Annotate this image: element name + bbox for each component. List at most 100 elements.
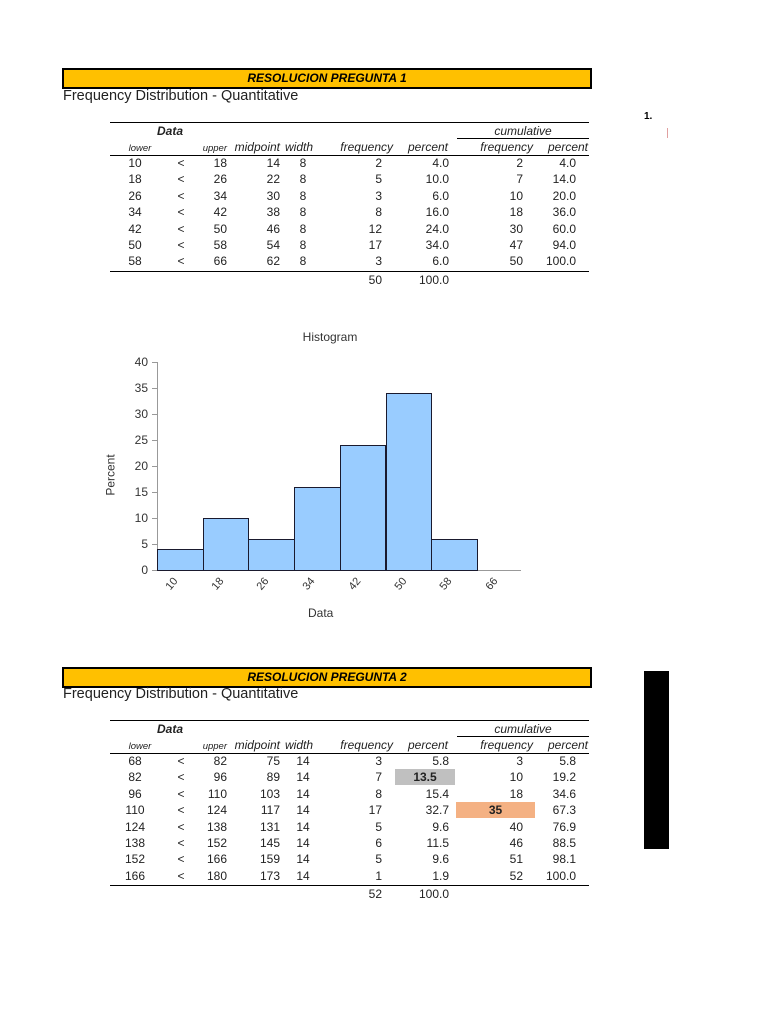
- cell-cum-frequency: 52: [509, 868, 523, 883]
- cell-cum-frequency: 3: [516, 754, 523, 768]
- y-tick: [152, 414, 157, 415]
- cell-percent: 10.0: [425, 172, 449, 187]
- y-tick: [152, 570, 157, 571]
- cell-cum-percent: 14.0: [552, 172, 576, 187]
- cell-upper: 110: [207, 786, 227, 801]
- cell-upper: 18: [213, 156, 227, 170]
- section-2-subtitle: Frequency Distribution - Quantitative: [63, 686, 299, 702]
- cell-cum-frequency: 35: [456, 802, 535, 819]
- column-header-midpoint: midpoint: [234, 738, 280, 752]
- column-header-frequency: frequency: [340, 140, 393, 154]
- cell-width: 8: [299, 221, 307, 236]
- column-header-cum-frequency: frequency: [480, 140, 533, 154]
- cell-cum-percent: 67.3: [552, 803, 576, 818]
- cell-upper: 96: [213, 770, 227, 785]
- column-header-cum-frequency: frequency: [480, 738, 533, 752]
- cumulative-rule: [457, 138, 589, 139]
- table-top-rule: [110, 720, 589, 721]
- cell-width: 8: [299, 188, 307, 203]
- histogram-bar: [294, 486, 341, 571]
- cell-width: 14: [296, 868, 310, 883]
- cell-upper: 42: [213, 205, 227, 220]
- cell-percent: 6.0: [432, 254, 449, 269]
- section-1-banner: RESOLUCION PREGUNTA 1: [62, 68, 592, 89]
- x-tick-label: 18: [209, 575, 227, 593]
- section-1-subtitle: Frequency Distribution - Quantitative: [63, 88, 299, 104]
- y-tick-label: 25: [134, 433, 148, 447]
- table-bottom-rule: [110, 885, 589, 887]
- cell-midpoint: 103: [259, 786, 280, 801]
- cell-lower: 152: [124, 852, 146, 867]
- column-header-upper: upper: [202, 143, 227, 154]
- cell-width: 14: [296, 836, 310, 850]
- x-tick-label: 58: [437, 575, 455, 593]
- cell-frequency: 1: [375, 868, 382, 883]
- cell-percent: 32.7: [425, 803, 449, 818]
- cell-lower: 34: [128, 205, 142, 220]
- cell-upper: 34: [213, 188, 227, 203]
- cell-percent: 11.5: [426, 836, 449, 850]
- cell-lower: 138: [124, 836, 146, 850]
- y-tick: [152, 544, 157, 545]
- y-tick-label: 40: [134, 355, 148, 369]
- y-tick-label: 35: [134, 381, 148, 395]
- header-data-group: Data: [156, 722, 183, 736]
- cell-lower: 68: [128, 754, 142, 768]
- cell-lower: 96: [128, 786, 142, 801]
- histogram-bar: [385, 393, 433, 571]
- cell-cum-frequency: 30: [509, 221, 523, 236]
- column-header-percent: percent: [407, 738, 448, 752]
- cell-lower: 26: [128, 188, 142, 203]
- cell-lower: 10: [128, 156, 142, 170]
- x-tick-label: 42: [346, 575, 364, 593]
- frequency-table-1: Data cumulative lower upper midpoint width fre…: [110, 118, 589, 288]
- cell-lower: 18: [128, 172, 142, 187]
- column-header-frequency: frequency: [340, 738, 393, 752]
- cell-midpoint: 38: [266, 205, 280, 220]
- cell-sep: <: [177, 205, 185, 220]
- x-tick-label: 10: [163, 575, 181, 593]
- cell-midpoint: 62: [266, 254, 280, 269]
- cell-cum-percent: 100.0: [545, 254, 576, 269]
- cell-cum-frequency: 10: [509, 188, 523, 203]
- x-tick-label: 66: [483, 575, 501, 593]
- y-tick-label: 15: [134, 485, 148, 499]
- cell-midpoint: 54: [266, 238, 280, 252]
- cell-sep: <: [177, 868, 185, 883]
- cell-midpoint: 89: [266, 770, 280, 785]
- cell-midpoint: 145: [259, 836, 280, 850]
- table-bottom-rule: [110, 270, 589, 272]
- cell-width: 8: [299, 254, 307, 269]
- cell-cum-frequency: 2: [516, 156, 523, 170]
- header-data-group: Data: [156, 124, 183, 138]
- cell-frequency: 12: [368, 221, 382, 236]
- cell-upper: 50: [213, 221, 227, 236]
- cell-frequency: 8: [375, 205, 382, 220]
- cell-frequency: 5: [375, 852, 382, 867]
- column-header-upper: upper: [202, 741, 227, 752]
- histogram-bar: [157, 549, 204, 571]
- histogram-bar: [202, 518, 250, 571]
- cell-width: 8: [299, 205, 307, 220]
- y-tick-label: 10: [134, 511, 148, 525]
- cell-lower: 110: [125, 803, 145, 818]
- cell-percent: 6.0: [432, 188, 449, 203]
- cell-frequency: 17: [368, 238, 382, 252]
- cell-midpoint: 173: [259, 868, 280, 883]
- cell-sep: <: [177, 754, 185, 768]
- cell-upper: 138: [206, 819, 227, 834]
- cell-sep: <: [177, 172, 185, 187]
- cell-midpoint: 46: [266, 221, 280, 236]
- cell-width: 14: [296, 803, 310, 818]
- cell-cum-frequency: 10: [509, 770, 523, 785]
- cell-lower: 82: [128, 770, 142, 785]
- cell-cum-percent: 98.1: [552, 852, 576, 867]
- cell-sep: <: [177, 254, 185, 269]
- cell-cum-frequency: 18: [509, 786, 523, 801]
- y-tick-label: 0: [141, 563, 148, 577]
- cell-lower: 50: [128, 238, 142, 252]
- cell-width: 14: [296, 770, 310, 785]
- cell-cum-frequency: 18: [509, 205, 523, 220]
- cell-width: 8: [299, 156, 307, 170]
- cell-frequency: 5: [375, 172, 382, 187]
